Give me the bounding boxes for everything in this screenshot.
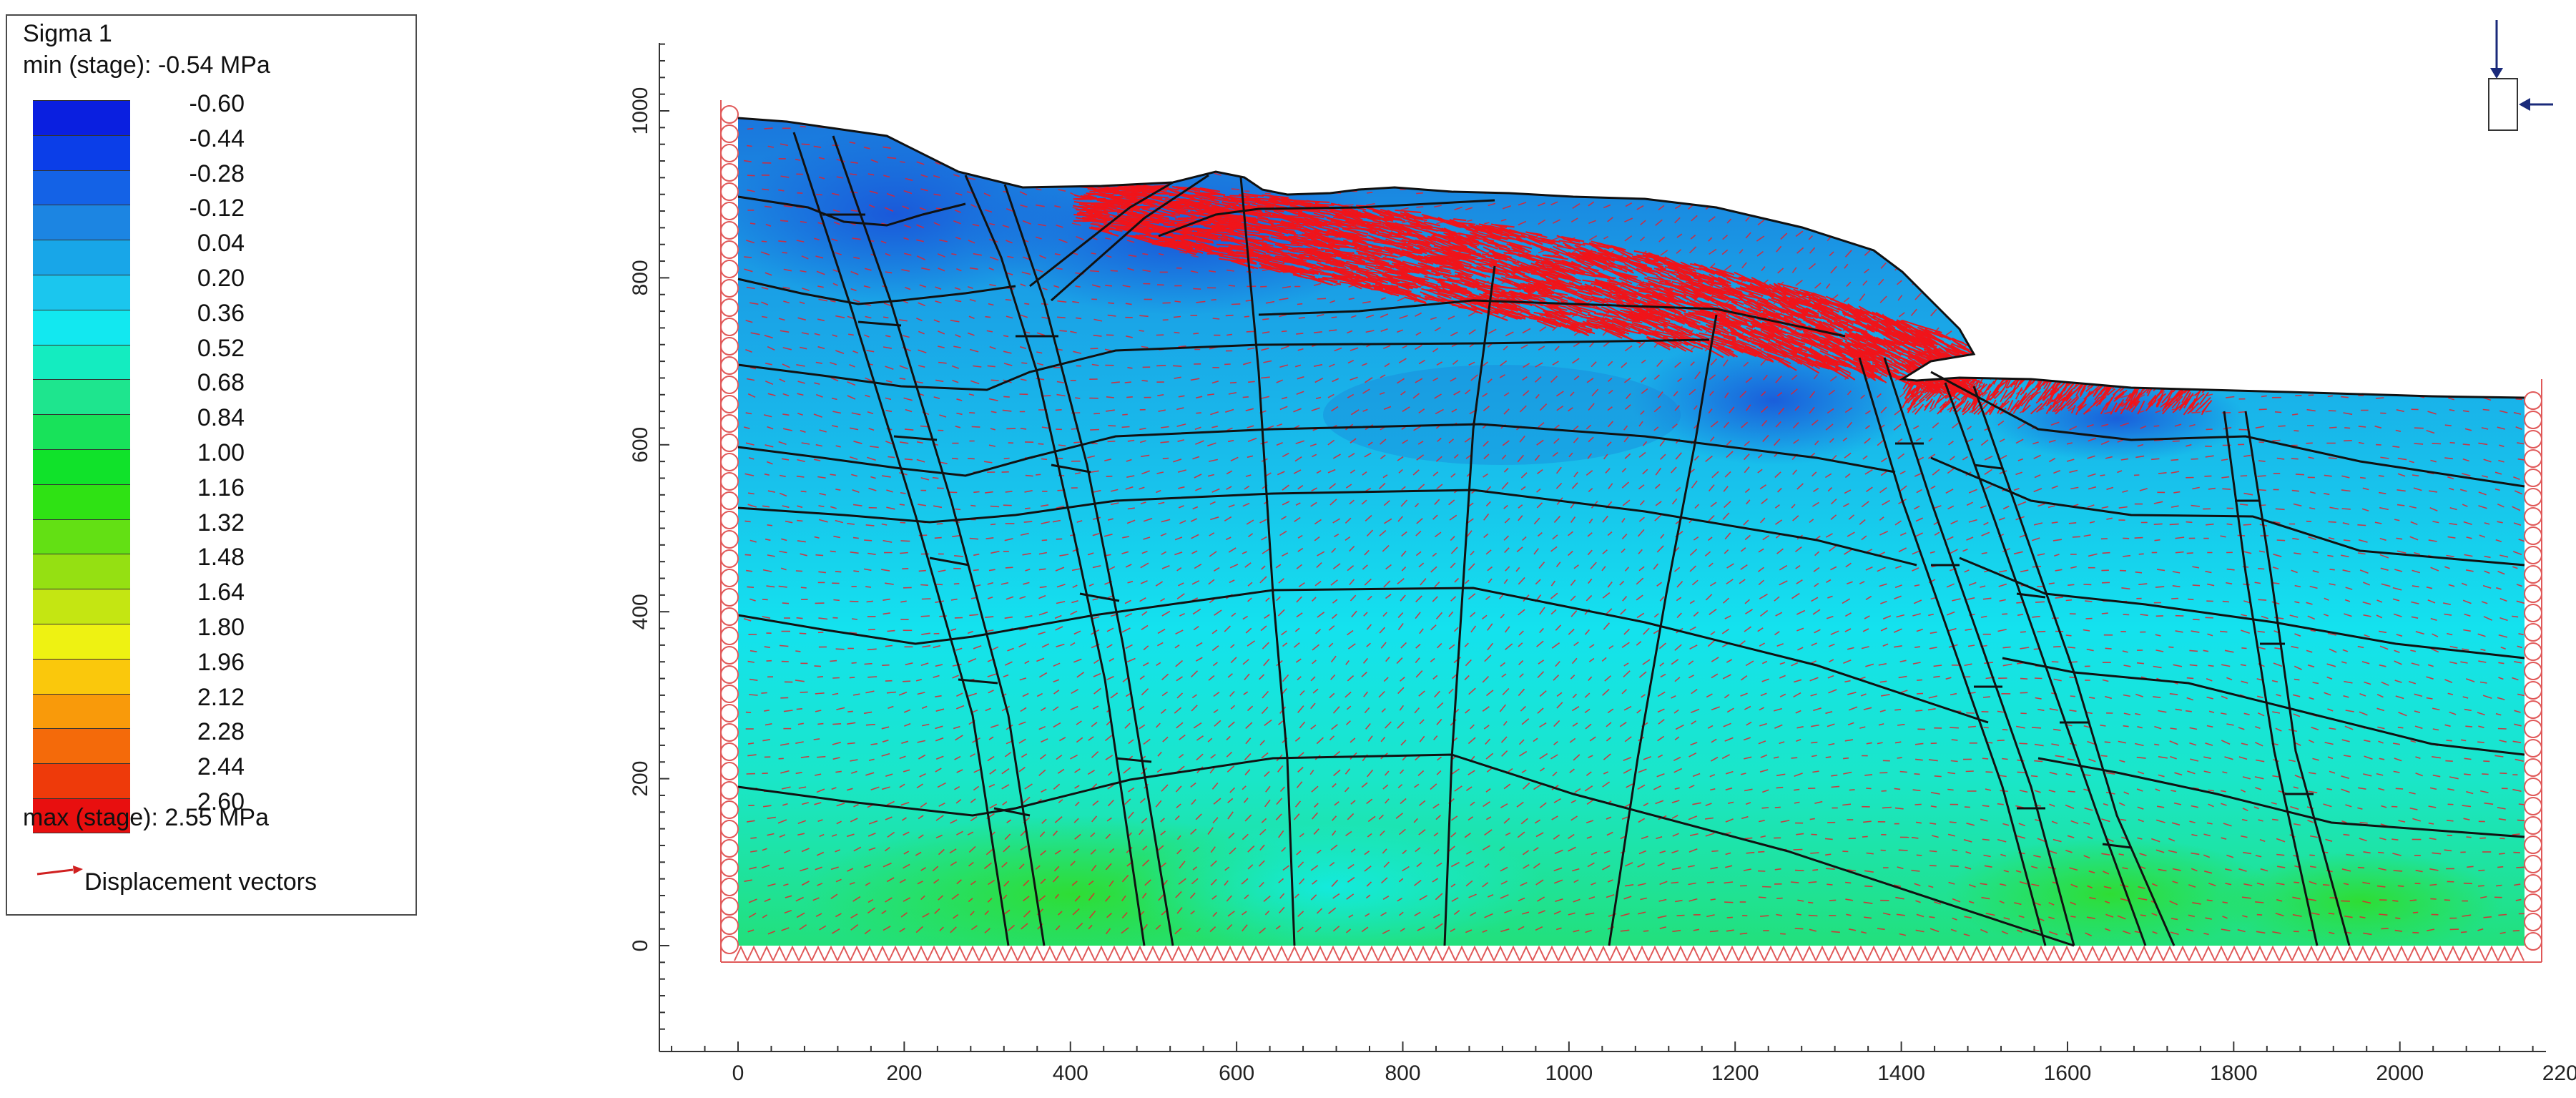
x-tick-label: 1800 [2210, 1062, 2258, 1085]
legend-value: -0.44 [189, 124, 245, 152]
y-tick-label: 400 [629, 594, 652, 629]
right-roller-boundary [2524, 379, 2542, 962]
displacement-vector-arrow-icon [36, 866, 83, 876]
y-tick-label: 200 [629, 761, 652, 797]
legend-value: 0.20 [197, 265, 245, 292]
legend-title: Sigma 1 [23, 20, 112, 47]
legend-value: 0.68 [197, 369, 245, 397]
y-tick-label: 800 [629, 260, 652, 295]
x-tick-label: 2200 [2542, 1062, 2576, 1085]
stress-contour-field [738, 118, 2525, 946]
legend-swatch [33, 170, 130, 205]
legend-value: 0.52 [197, 334, 245, 362]
legend-value: 1.32 [197, 509, 245, 536]
legend-swatch [33, 414, 130, 450]
legend-value: 0.36 [197, 299, 245, 327]
x-tick-label: 0 [732, 1062, 744, 1085]
legend-value: 1.96 [197, 648, 245, 676]
x-axis-ticks: 0 200 400 600 800 1000 1200 1400 1600 1800 2000 220… [671, 1041, 2576, 1085]
y-tick-label: 600 [629, 427, 652, 463]
left-roller-boundary [720, 100, 739, 962]
legend-value: -0.28 [189, 160, 245, 187]
legend-swatch [33, 134, 130, 170]
y-axis-ticks: 0 200 400 600 800 1000 [629, 43, 669, 1030]
x-tick-label: 1400 [1877, 1062, 1925, 1085]
legend-swatch [33, 693, 130, 729]
x-tick-label: 200 [886, 1062, 922, 1085]
legend-swatch [33, 309, 130, 345]
x-tick-label: 1600 [2044, 1062, 2092, 1085]
legend-min-value: min (stage): -0.54 MPa [23, 52, 270, 79]
legend-value: 0.04 [197, 230, 245, 258]
legend-swatch [33, 379, 130, 415]
legend-swatch [33, 554, 130, 589]
x-tick-label: 600 [1219, 1062, 1254, 1085]
legend-value: 1.16 [197, 474, 245, 501]
legend-swatch [33, 205, 130, 240]
legend-value: 2.28 [197, 718, 245, 746]
legend-swatch [33, 624, 130, 659]
legend-max-value: max (stage): 2.55 MPa [23, 804, 269, 831]
legend-swatch [33, 798, 130, 833]
legend-value: 0.84 [197, 404, 245, 432]
legend-value: -0.60 [189, 90, 245, 117]
field-stress-indicator-icon [2488, 20, 2553, 131]
legend-value: 1.80 [197, 614, 245, 641]
joint-network [737, 132, 2525, 947]
y-tick-label: 0 [629, 940, 652, 952]
x-tick-label: 800 [1385, 1062, 1420, 1085]
x-tick-label: 1200 [1711, 1062, 1759, 1085]
y-tick-label: 1000 [629, 87, 652, 135]
legend-value: 1.00 [197, 439, 245, 466]
legend-value: 2.60 [197, 788, 245, 815]
legend-value: 2.12 [197, 683, 245, 711]
x-tick-label: 400 [1053, 1062, 1088, 1085]
legend-swatch [33, 484, 130, 519]
legend-swatch [33, 100, 130, 135]
legend-value: -0.12 [189, 195, 245, 222]
legend-swatch [33, 658, 130, 694]
legend-panel: Sigma 1 min (stage): -0.54 MPa -0.60 -0.4… [6, 14, 417, 916]
legend-swatch [33, 275, 130, 310]
legend-swatch [33, 449, 130, 484]
legend-swatch [33, 728, 130, 764]
ground-surface [737, 117, 2525, 399]
legend-swatch [33, 763, 130, 799]
x-tick-label: 2000 [2376, 1062, 2424, 1085]
displacement-vectors-label: Displacement vectors [84, 868, 318, 896]
legend-swatch [33, 240, 130, 275]
x-tick-label: 1000 [1545, 1062, 1593, 1085]
legend-value: 1.64 [197, 579, 245, 607]
legend-swatch [33, 344, 130, 380]
legend-value: 2.44 [197, 753, 245, 781]
legend-swatch [33, 589, 130, 624]
legend-swatch [33, 519, 130, 554]
bottom-pinned-boundary [721, 945, 2542, 963]
legend-value: 1.48 [197, 544, 245, 572]
